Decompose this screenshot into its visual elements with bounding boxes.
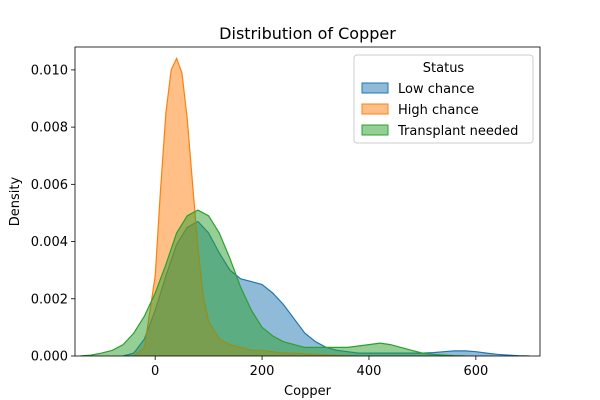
legend: Status Low chance High chance Transplant ne… [353,54,534,144]
legend-title: Status [423,61,465,76]
x-tick-label: 400 [357,364,382,379]
y-tick-label: 0.008 [31,121,68,136]
density-line-2 [80,209,466,356]
density-area-2 [80,210,466,356]
plot-frame [74,46,541,357]
y-tick-label: 0.006 [31,178,68,193]
axes: 0 200 400 600 0.000 0.002 0.004 0.006 0.008 0.010 [31,46,541,379]
x-tick-label: 0 [151,364,159,379]
chart-title: Distribution of Copper [219,24,396,43]
x-axis-label: Copper [284,384,332,399]
y-tick-label: 0.004 [31,235,68,250]
legend-swatch [361,103,389,115]
y-tick-label: 0.000 [31,350,68,365]
legend-swatch [361,82,389,94]
legend-entry: Transplant needed [397,124,518,139]
plot-area [80,56,530,356]
legend-entry: Low chance [398,82,474,97]
y-tick-label: 0.010 [31,63,68,78]
legend-box [353,54,534,144]
legend-entry: High chance [398,103,479,118]
y-axis-label: Density [8,176,23,226]
x-tick-label: 600 [463,364,488,379]
legend-swatch [361,124,389,136]
y-tick-label: 0.002 [31,292,68,307]
x-tick-label: 200 [250,364,275,379]
